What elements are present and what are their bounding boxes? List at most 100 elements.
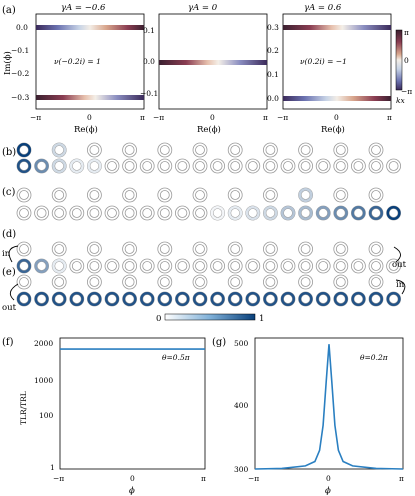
f-annot: θ=0.5π (162, 353, 191, 362)
ring-row2-bottom-16-field (298, 205, 313, 220)
ring-row1-top-16-inner (300, 145, 311, 155)
ytick-a2-1: 0.0 (143, 57, 155, 66)
f-ytick-3: 1 (50, 463, 55, 472)
arrow-in-e (395, 279, 406, 295)
ring-row1-bottom-9-inner (177, 161, 188, 171)
ytick-a3-2: 0.1 (267, 70, 279, 79)
ring-row3-top-6-inner (124, 244, 135, 254)
ring-row2-bottom-4-inner (89, 208, 100, 218)
ring-row4-bottom-2-field (52, 292, 67, 307)
ring-row2-top-14-inner (265, 190, 276, 200)
ytick-a1-1: −0.1 (11, 46, 29, 55)
ring-row3-bottom-0-field (17, 259, 32, 274)
ring-row4-bottom-17-field (316, 292, 331, 307)
annot-a1: ν(−0.2i) = 1 (54, 57, 101, 66)
ring-row1-bottom-18-inner (335, 161, 346, 171)
xtick-a3-0: −π (277, 113, 288, 122)
ring-row2-bottom-1-inner (36, 208, 47, 218)
panel-label-f: (f) (2, 337, 14, 348)
ring-row3-top-20 (368, 241, 384, 257)
ytick-a2-2: −0.1 (140, 89, 158, 98)
ring-row3-bottom-21 (386, 258, 402, 274)
ring-row1-top-8 (157, 142, 173, 158)
ring-row1-top-0-inner (19, 145, 29, 155)
ring-row2-top-2 (51, 187, 67, 203)
ring-row4-top-12-inner (230, 277, 241, 287)
ring-row1-bottom-6-inner (124, 161, 135, 171)
ring-row2-top-20-inner (371, 190, 381, 200)
ring-row2-bottom-11-field (210, 205, 225, 220)
ring-row1-bottom-18 (333, 158, 349, 174)
f-ytick-0: 2000 (34, 339, 53, 348)
ring-row3-top-20-inner (371, 244, 381, 254)
arrow-out-e (9, 283, 19, 301)
ring-row2-top-12 (227, 187, 243, 203)
xtick-a3-1: 0 (334, 113, 339, 122)
ring-row4-bottom-21-field (386, 292, 401, 307)
subplot-a2: 0.1 0.0 −0.1 −π 0 π Re(ϕ) (140, 13, 268, 135)
ring-row1-top-0-field (17, 142, 32, 157)
xtick-a3-2: π (387, 113, 392, 122)
ring-row2-top-18 (333, 187, 349, 203)
ring-row4-bottom-16-field (298, 292, 313, 307)
arrow-out-d (393, 246, 401, 263)
ring-row4-top-8-inner (159, 277, 170, 287)
ring-row1-top-14-inner (265, 145, 276, 155)
ring-row2-bottom-21-field (386, 205, 401, 220)
ring-row4-bottom-18-field (333, 292, 348, 307)
ring-row4-bottom-5-field (104, 292, 119, 307)
ring-row1-bottom-10-inner (195, 161, 205, 171)
ring-row1-bottom-14 (262, 158, 278, 174)
ring-row4-bottom-17-inner (318, 294, 329, 304)
ring-row1-top-2-field (52, 142, 67, 157)
ring-row4-bottom-9-field (175, 292, 190, 307)
ring-row4-top-6-inner (124, 277, 135, 287)
ring-row2-bottom-13-inner (247, 208, 258, 218)
ring-row2-bottom-7-inner (142, 208, 153, 218)
f-ytick-2: 100 (39, 411, 54, 420)
g-ytick-2: 300 (234, 465, 249, 474)
ring-row2-bottom-6 (122, 205, 138, 221)
panel-label-a: (a) (2, 5, 16, 16)
panel-label-g: (g) (212, 337, 226, 348)
ring-row4-top-6 (122, 274, 138, 290)
ring-row1-top-18 (333, 142, 349, 158)
ring-row3-bottom-18 (333, 258, 349, 274)
ring-row4-bottom-10-inner (195, 294, 205, 304)
ring-row1-bottom-13-inner (247, 161, 258, 171)
ring-row4-bottom-3-field (69, 292, 84, 307)
ring-row2-top-0-inner (19, 190, 29, 200)
ring-row1-bottom-17 (315, 158, 331, 174)
ring-row4-top-20-inner (371, 277, 381, 287)
ring-row2-top-10-inner (195, 190, 205, 200)
xtick-a2-0: −π (153, 113, 164, 122)
ring-row4-bottom-6-field (122, 292, 137, 307)
ring-row1-bottom-0-field (17, 158, 32, 173)
ring-row4-bottom-12-field (228, 292, 243, 307)
ring-row3-bottom-10-inner (195, 261, 205, 271)
ring-row3-top-0-inner (19, 244, 29, 254)
ring-row2-top-16-field (298, 187, 313, 202)
ring-row3-bottom-10 (192, 258, 208, 274)
ring-row2-bottom-3-inner (71, 208, 82, 218)
ring-row2-bottom-15-inner (283, 208, 293, 218)
ytick-a1-2: −0.2 (11, 69, 29, 78)
annot-a3: ν(0.2i) = −1 (300, 57, 347, 66)
ring-row1-bottom-1-field (34, 158, 49, 173)
title-a2: γA = 0 (188, 3, 218, 13)
panel-label-e: (e) (2, 267, 16, 278)
xtick-a2-2: π (263, 113, 268, 122)
ring-row1-bottom-7 (139, 158, 155, 174)
ring-row4-bottom-4-inner (89, 294, 100, 304)
ring-row2-bottom-4 (87, 205, 102, 221)
ring-row2-top-8-inner (159, 190, 170, 200)
ring-row3-top-6 (122, 241, 138, 257)
ring-row4-bottom-20-field (369, 292, 384, 307)
ring-row1-bottom-12-inner (230, 161, 241, 171)
ytick-a3-0: 0.3 (267, 23, 279, 32)
ytick-a3-3: 0.0 (267, 94, 279, 103)
ring-row3-bottom-9 (174, 258, 190, 274)
ring-row3-bottom-8 (157, 258, 173, 274)
ring-row2-bottom-2-inner (54, 208, 65, 218)
